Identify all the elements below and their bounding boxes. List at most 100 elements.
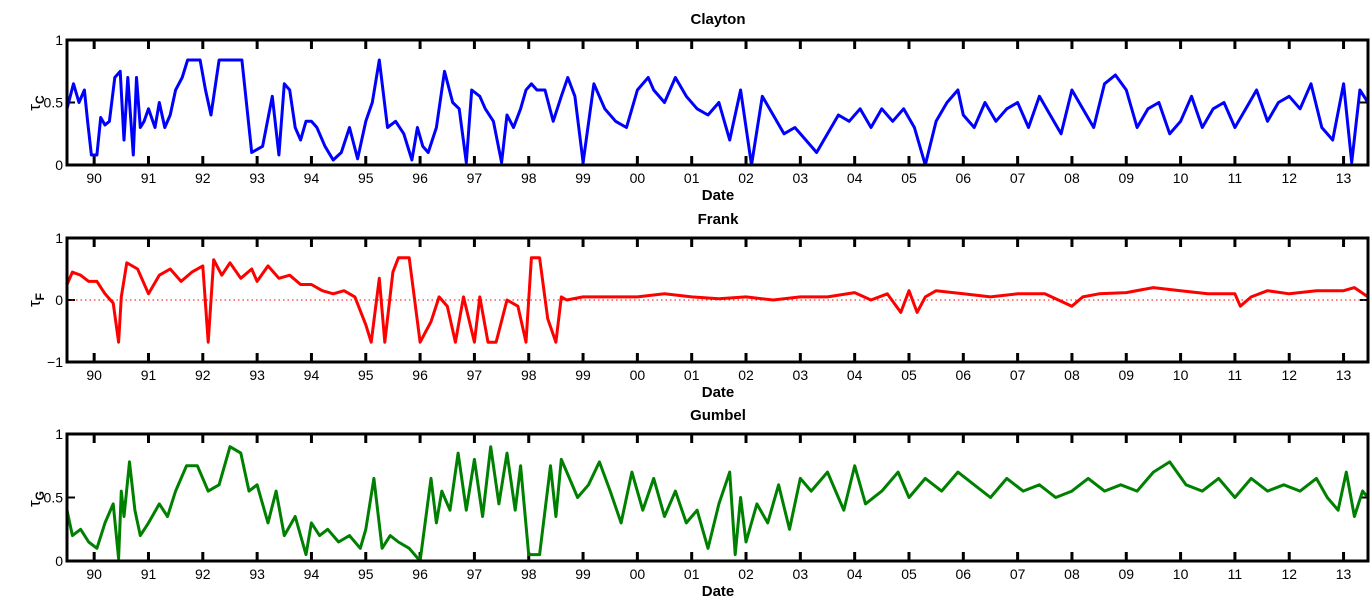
- gumbel-xtick-label: 91: [141, 566, 157, 582]
- frank-xtick-label: 10: [1173, 367, 1189, 383]
- frank-xtick-label: 01: [684, 367, 700, 383]
- gumbel-plot: [65, 445, 1370, 563]
- frank-xtick-label: 99: [575, 367, 591, 383]
- gumbel-panel: Gumbel Date τG 0 0.5 1 90 91 92 93 94 95 96 97 98 9…: [25, 407, 1370, 600]
- clayton-xtick-label: 91: [141, 170, 157, 186]
- frank-xtick-label: 98: [521, 367, 537, 383]
- clayton-xtick-label: 01: [684, 170, 700, 186]
- gumbel-ylabel-tau: τ: [25, 500, 44, 507]
- frank-ylabel-tau: τ: [25, 300, 44, 307]
- clayton-axes-frame: [65, 38, 1370, 167]
- clayton-xtick-label: 02: [738, 170, 754, 186]
- frank-xtick-label: 95: [358, 367, 374, 383]
- frank-ylabel: τF: [25, 293, 47, 307]
- gumbel-ytick-label: 0.5: [44, 490, 64, 506]
- frank-ytick-label: 1: [55, 230, 63, 246]
- gumbel-xtick-label: 08: [1064, 566, 1080, 582]
- frank-xtick-label: 93: [249, 367, 265, 383]
- clayton-xtick-label: 98: [521, 170, 537, 186]
- clayton-ylabel: τC: [25, 95, 47, 111]
- clayton-xtick-label: 04: [847, 170, 863, 186]
- frank-xtick-label: 04: [847, 367, 863, 383]
- gumbel-ylabel-sub: G: [33, 491, 47, 500]
- frank-xtick-label: 09: [1118, 367, 1134, 383]
- gumbel-axes-frame: [65, 432, 1370, 563]
- clayton-xlabel: Date: [702, 187, 735, 204]
- gumbel-xtick-label: 90: [86, 566, 102, 582]
- clayton-ytick-label: 0.5: [44, 95, 64, 111]
- frank-xtick-label: 03: [793, 367, 809, 383]
- clayton-xtick-label: 06: [956, 170, 972, 186]
- frank-xtick-label: 05: [901, 367, 917, 383]
- gumbel-xtick-label: 13: [1336, 566, 1352, 582]
- gumbel-xtick-label: 07: [1010, 566, 1026, 582]
- clayton-xtick-label: 08: [1064, 170, 1080, 186]
- gumbel-ylabel: τG: [25, 491, 47, 507]
- gumbel-xtick-label: 99: [575, 566, 591, 582]
- frank-xtick-label: 92: [195, 367, 211, 383]
- clayton-series-line: [65, 58, 1370, 167]
- frank-xtick-label: 96: [412, 367, 428, 383]
- clayton-xtick-label: 13: [1336, 170, 1352, 186]
- frank-xtick-label: 11: [1228, 367, 1243, 383]
- frank-xtick-label: 08: [1064, 367, 1080, 383]
- clayton-xtick-label: 07: [1010, 170, 1026, 186]
- gumbel-ytick-label: 1: [55, 426, 63, 442]
- clayton-xtick-label: 00: [630, 170, 646, 186]
- clayton-plot: [65, 58, 1370, 167]
- gumbel-xtick-label: 94: [304, 566, 320, 582]
- clayton-ylabel-sub: C: [33, 95, 47, 104]
- clayton-ytick-label: 1: [55, 32, 63, 48]
- clayton-xtick-label: 03: [793, 170, 809, 186]
- gumbel-xtick-label: 02: [738, 566, 754, 582]
- clayton-xtick-label: 95: [358, 170, 374, 186]
- gumbel-xtick-label: 09: [1118, 566, 1134, 582]
- gumbel-xtick-label: 00: [630, 566, 646, 582]
- gumbel-xtick-label: 95: [358, 566, 374, 582]
- gumbel-xtick-label: 98: [521, 566, 537, 582]
- frank-xtick-label: 94: [304, 367, 320, 383]
- frank-xtick-label: 91: [141, 367, 157, 383]
- gumbel-xtick-label: 97: [467, 566, 483, 582]
- frank-panel: Frank Date τF −101 90 91 92 93 94 95 96 97 98 99 0…: [25, 211, 1370, 401]
- gumbel-xtick-label: 93: [249, 566, 265, 582]
- frank-axes-frame: [65, 236, 1370, 364]
- clayton-xtick-label: 92: [195, 170, 211, 186]
- clayton-xtick-label: 10: [1173, 170, 1189, 186]
- frank-xtick-label: 13: [1336, 367, 1352, 383]
- clayton-ylabel-tau: τ: [25, 104, 44, 111]
- clayton-xtick-label: 93: [249, 170, 265, 186]
- frank-ylabel-sub: F: [33, 293, 47, 300]
- clayton-title: Clayton: [690, 11, 745, 28]
- frank-xtick-label: 02: [738, 367, 754, 383]
- clayton-xtick-label: 94: [304, 170, 320, 186]
- clayton-panel: Clayton Date τC 0 0.5 1 90 91 92 93 94 95 96 97 98…: [25, 11, 1370, 204]
- clayton-xtick-label: 96: [412, 170, 428, 186]
- gumbel-xtick-label: 01: [684, 566, 700, 582]
- gumbel-xtick-label: 10: [1173, 566, 1189, 582]
- clayton-xtick-label: 05: [901, 170, 917, 186]
- clayton-ytick-label: 0: [55, 157, 63, 173]
- frank-xtick-label: 06: [956, 367, 972, 383]
- gumbel-xtick-label: 96: [412, 566, 428, 582]
- frank-xtick-label: 97: [467, 367, 483, 383]
- frank-series-line: [65, 256, 1370, 344]
- clayton-xtick-label: 97: [467, 170, 483, 186]
- frank-xtick-label: 07: [1010, 367, 1026, 383]
- gumbel-xtick-label: 92: [195, 566, 211, 582]
- frank-title: Frank: [698, 211, 740, 228]
- clayton-xtick-label: 99: [575, 170, 591, 186]
- gumbel-xtick-label: 12: [1281, 566, 1297, 582]
- clayton-xtick-label: 11: [1228, 170, 1243, 186]
- frank-xtick-label: 00: [630, 367, 646, 383]
- frank-plot: [65, 256, 1370, 344]
- gumbel-ytick-label: 0: [55, 553, 63, 569]
- frank-xtick-label: 12: [1281, 367, 1297, 383]
- frank-ytick-label: 0: [55, 292, 63, 308]
- gumbel-xlabel: Date: [702, 583, 735, 600]
- clayton-xtick-label: 90: [86, 170, 102, 186]
- gumbel-xtick-label: 11: [1228, 566, 1243, 582]
- clayton-xtick-label: 09: [1118, 170, 1134, 186]
- clayton-xtick-label: 12: [1281, 170, 1297, 186]
